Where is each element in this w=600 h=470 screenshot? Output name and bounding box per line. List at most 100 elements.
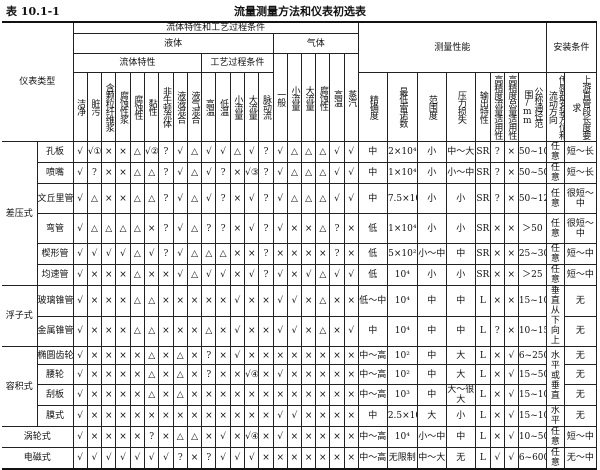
- suitability-mark: √: [158, 447, 174, 470]
- suitability-mark: ×: [301, 405, 317, 427]
- performance-col-header-text: 最低雷诺数: [397, 87, 408, 127]
- suitability-mark: ?: [201, 364, 217, 385]
- performance-col-header-text: 公称通径范围/mm: [522, 87, 543, 127]
- suitability-mark: √: [343, 162, 359, 184]
- suitability-mark: ×: [244, 384, 260, 406]
- process-conditions-header: 工艺过程条件: [201, 53, 274, 73]
- performance-col-header: 高精度总量适用性: [503, 72, 519, 142]
- suitability-mark: ×: [301, 285, 317, 317]
- suitability-mark: ×: [343, 243, 359, 265]
- performance-value: 中～高: [357, 364, 388, 385]
- suitability-mark: ×: [158, 405, 174, 427]
- suitability-mark: ×: [315, 405, 331, 427]
- suitability-mark: ×: [329, 315, 345, 347]
- suitability-mark: ×: [229, 384, 246, 406]
- suitability-mark: △: [172, 364, 188, 385]
- performance-value: ×: [489, 405, 505, 427]
- suitability-mark: △: [201, 243, 217, 265]
- suitability-mark: √: [72, 285, 88, 317]
- suitability-mark: √: [143, 243, 160, 265]
- performance-value: 大: [445, 364, 476, 385]
- performance-value: SR: [474, 264, 491, 286]
- suitability-mark: ×: [315, 243, 331, 265]
- suitability-mark: △: [172, 346, 188, 365]
- instrument-name: 腰轮: [36, 364, 74, 385]
- suitability-mark: √: [272, 162, 288, 184]
- straight-pipe-requirement: 无～中: [563, 447, 597, 470]
- suitability-mark: ×: [258, 426, 274, 448]
- performance-value: SR: [474, 213, 491, 244]
- liquid-col-header-text: 含颗粒纤维浆: [103, 83, 114, 131]
- instrument-group: 差压式: [2, 141, 38, 286]
- suitability-mark: ×: [301, 243, 317, 265]
- suitability-mark: ×: [244, 346, 260, 365]
- suitability-mark: ×: [272, 447, 288, 470]
- suitability-mark: ×: [215, 285, 231, 317]
- suitability-mark: √③: [244, 162, 260, 184]
- suitability-mark: √: [201, 183, 217, 214]
- title-row: 表 10.1-1 流量测量方法和仪表初选表: [0, 3, 600, 19]
- table-row: 文丘里管√△××△△?√△√?×√?√△△△√√中7.5×10⁴小小SR?×50…: [2, 183, 597, 214]
- suitability-mark: ×: [115, 405, 131, 427]
- liquid-col-header: 含颗粒纤维浆: [101, 72, 117, 142]
- straight-pipe-requirement: 很短～中: [563, 183, 597, 214]
- suitability-mark: ?: [158, 183, 174, 214]
- performance-value: 小: [416, 141, 447, 163]
- suitability-mark: △: [315, 183, 331, 214]
- suitability-mark: √: [172, 213, 188, 244]
- performance-value: ?: [489, 141, 505, 163]
- performance-value: 中: [416, 285, 447, 317]
- suitability-mark: √②: [143, 141, 160, 163]
- performance-value: ×: [489, 264, 505, 286]
- liquid-col-header: 脉动流: [258, 72, 274, 142]
- liquid-col-header-text: 液气混合: [189, 91, 200, 123]
- liquid-col-header-text: 腐蚀性: [132, 95, 143, 119]
- performance-value: 中: [357, 141, 388, 163]
- performance-value: 中: [357, 183, 388, 214]
- performance-col-header-text: 范围度: [426, 95, 437, 119]
- performance-value: 中: [357, 405, 388, 427]
- suitability-mark: ×: [315, 426, 331, 448]
- suitability-mark: ×: [329, 364, 345, 385]
- suitability-mark: △: [129, 243, 146, 265]
- suitability-mark: ×: [343, 213, 359, 244]
- suitability-mark: ×: [329, 426, 345, 448]
- suitability-mark: √: [329, 162, 345, 184]
- table-row: 刮板 √ × × × × △ × △ × × × × × × × × × × × × 中～高 10³ 中大～很大 L × √ 15~1…: [2, 384, 597, 406]
- performance-value: 低: [357, 264, 388, 286]
- liquid-col-header-text: 脏污: [89, 99, 100, 115]
- performance-value: √: [503, 346, 519, 365]
- suitability-mark: △: [186, 162, 203, 184]
- performance-value: SR: [474, 141, 491, 163]
- suitability-mark: △: [129, 264, 146, 286]
- suitability-mark: √: [172, 243, 188, 265]
- suitability-mark: ×: [86, 364, 103, 385]
- suitability-mark: ×: [143, 264, 160, 286]
- performance-value: 小: [416, 264, 447, 286]
- performance-value: ×: [489, 346, 505, 365]
- suitability-mark: √: [286, 405, 303, 427]
- gas-col-header: 小流量: [286, 53, 303, 142]
- performance-value: 10~150: [517, 315, 547, 347]
- liquid-col-header: 高温: [201, 72, 217, 142]
- performance-value: 50~500: [517, 162, 547, 184]
- suitability-mark: △: [229, 141, 246, 163]
- performance-value: 大～很大: [445, 384, 476, 406]
- suitability-mark: △: [301, 162, 317, 184]
- suitability-mark: ?: [158, 141, 174, 163]
- suitability-mark: √: [272, 285, 288, 317]
- liquid-col-header-text: 小流量: [232, 95, 243, 119]
- suitability-mark: √: [115, 447, 131, 470]
- suitability-mark: ×: [201, 426, 217, 448]
- suitability-mark: ?: [258, 213, 274, 244]
- suitability-mark: ×: [101, 426, 117, 448]
- suitability-mark: √: [343, 183, 359, 214]
- suitability-mark: ×: [115, 141, 131, 163]
- suitability-mark: △: [143, 162, 160, 184]
- suitability-mark: ?: [258, 141, 274, 163]
- suitability-mark: ×: [229, 264, 246, 286]
- liquid-col-header: 腐蚀性浆: [115, 72, 131, 142]
- suitability-mark: △: [143, 315, 160, 347]
- table-row: 差压式 孔板 √ √① × × △ √②? √ △ √ √ △ √? √ △ △ △ √ √ 中 2×10⁴ 小中～大 SR?…: [2, 141, 597, 286]
- suitability-mark: △: [186, 183, 203, 214]
